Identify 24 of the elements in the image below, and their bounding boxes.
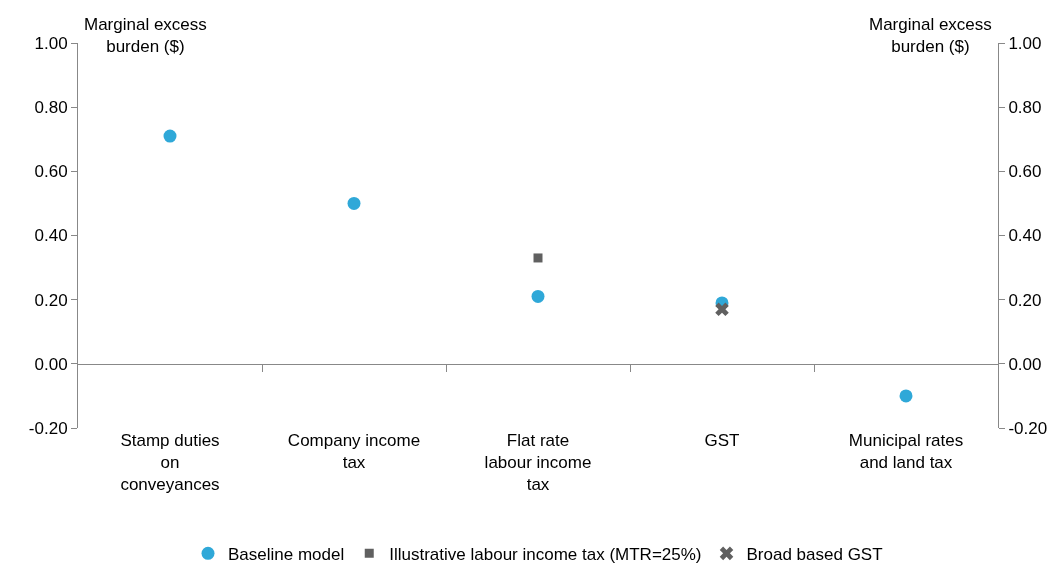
y2-tick-label: -0.20 [1008, 418, 1048, 438]
y-tick-label: 0.40 [34, 226, 68, 246]
y-tick-label: 0.00 [34, 354, 68, 374]
y-tick-label: 0.20 [34, 290, 68, 310]
y2-tick-label: 1.00 [1008, 33, 1042, 53]
legend-label: Illustrative labour income tax (MTR=25%) [389, 544, 702, 564]
y-tick-label: -0.20 [28, 418, 68, 438]
y2-tick-label: 0.20 [1008, 290, 1042, 310]
y-tick-label: 0.80 [34, 98, 68, 118]
y-axis-title: Marginal excess burden ($) [84, 15, 207, 57]
x-tick-label: GST [704, 431, 740, 450]
y2-tick-label: 0.80 [1008, 98, 1042, 118]
y-tick-label: 1.00 [34, 33, 68, 53]
x-tick-label: Company income tax [287, 431, 421, 473]
x-tick-label: Flat rate labour income tax [484, 431, 592, 495]
x-tick-label: Stamp duties on conveyances [120, 431, 220, 495]
x-tick-label: Municipal rates and land tax [848, 431, 964, 473]
y2-tick-label: 0.00 [1008, 354, 1042, 374]
legend-label: Broad based GST [746, 544, 883, 564]
y2-axis-title: Marginal excess burden ($) [869, 15, 992, 57]
y2-tick-label: 0.40 [1008, 226, 1042, 246]
legend-label: Baseline model [228, 544, 345, 564]
y-tick-label: 0.60 [34, 162, 68, 182]
y2-tick-label: 0.60 [1008, 162, 1042, 182]
